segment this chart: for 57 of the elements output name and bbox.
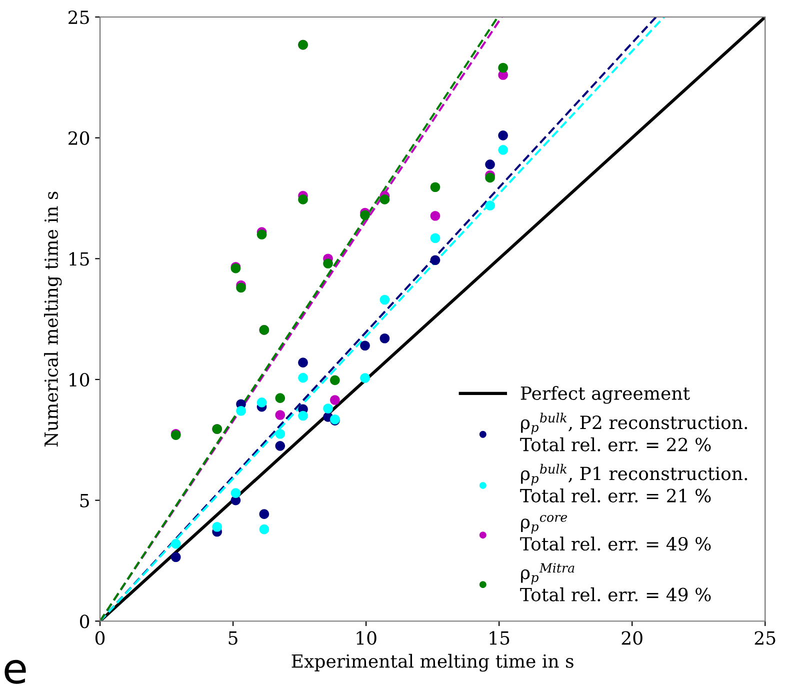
point: [498, 145, 508, 155]
point: [236, 406, 246, 416]
point: [298, 410, 308, 421]
point: [360, 210, 370, 220]
point: [259, 509, 270, 519]
y-tick-label: 20: [68, 131, 90, 145]
x-tick-label: 20: [622, 631, 642, 645]
point: [236, 282, 246, 293]
point: [485, 172, 495, 183]
legend-label: ρ$_{p}$$^{Mitra}$ Total rel. err. = 49 %: [520, 563, 711, 602]
point: [430, 233, 440, 244]
legend-label: ρ$_{p}$$^{core}$ Total rel. err. = 49 %: [520, 514, 711, 551]
point: [380, 294, 390, 305]
point: [170, 538, 181, 549]
point: [360, 340, 370, 351]
point: [430, 210, 440, 221]
y-axis-title: Numerical melting time in s: [44, 192, 62, 446]
y-tick-label: 5: [80, 494, 89, 508]
point: [330, 395, 340, 405]
point: [212, 522, 222, 532]
point: [259, 524, 270, 534]
point: [485, 160, 495, 170]
y-tick-label: 10: [70, 372, 90, 387]
point: [275, 410, 286, 420]
point: [256, 230, 267, 240]
point: [430, 255, 440, 266]
legend-label: ρ$_{p}$$^{bulk}$, P2 reconstruction. Total rel. err. = 22 %: [520, 412, 748, 452]
x-tick-label: 0: [95, 631, 105, 645]
point: [330, 375, 340, 386]
point: [298, 358, 308, 368]
point: [380, 194, 390, 204]
y-tick-label: 0: [80, 614, 90, 628]
point: [380, 333, 390, 344]
y-tick-label: 15: [70, 252, 89, 266]
x-tick-label: 5: [228, 631, 238, 645]
point: [298, 372, 308, 383]
x-tick-label: 25: [754, 631, 776, 645]
point: [430, 182, 440, 192]
point: [298, 194, 308, 204]
x-tick-label: 15: [490, 631, 510, 645]
text: e: [4, 660, 26, 684]
y-tick-label: 25: [68, 10, 89, 24]
x-axis-title: Experimental melting time in s: [292, 654, 574, 672]
point: [275, 428, 286, 439]
x-tick-label: 10: [356, 631, 376, 645]
legend-label: Perfect agreement: [520, 386, 690, 404]
point: [498, 62, 508, 73]
point: [323, 258, 333, 268]
point: [275, 441, 286, 451]
point: [498, 130, 508, 140]
point: [275, 393, 286, 403]
point: [360, 373, 370, 383]
point: [323, 404, 333, 414]
point: [256, 398, 267, 408]
point: [230, 488, 241, 498]
point: [170, 552, 181, 562]
point: [485, 200, 495, 210]
